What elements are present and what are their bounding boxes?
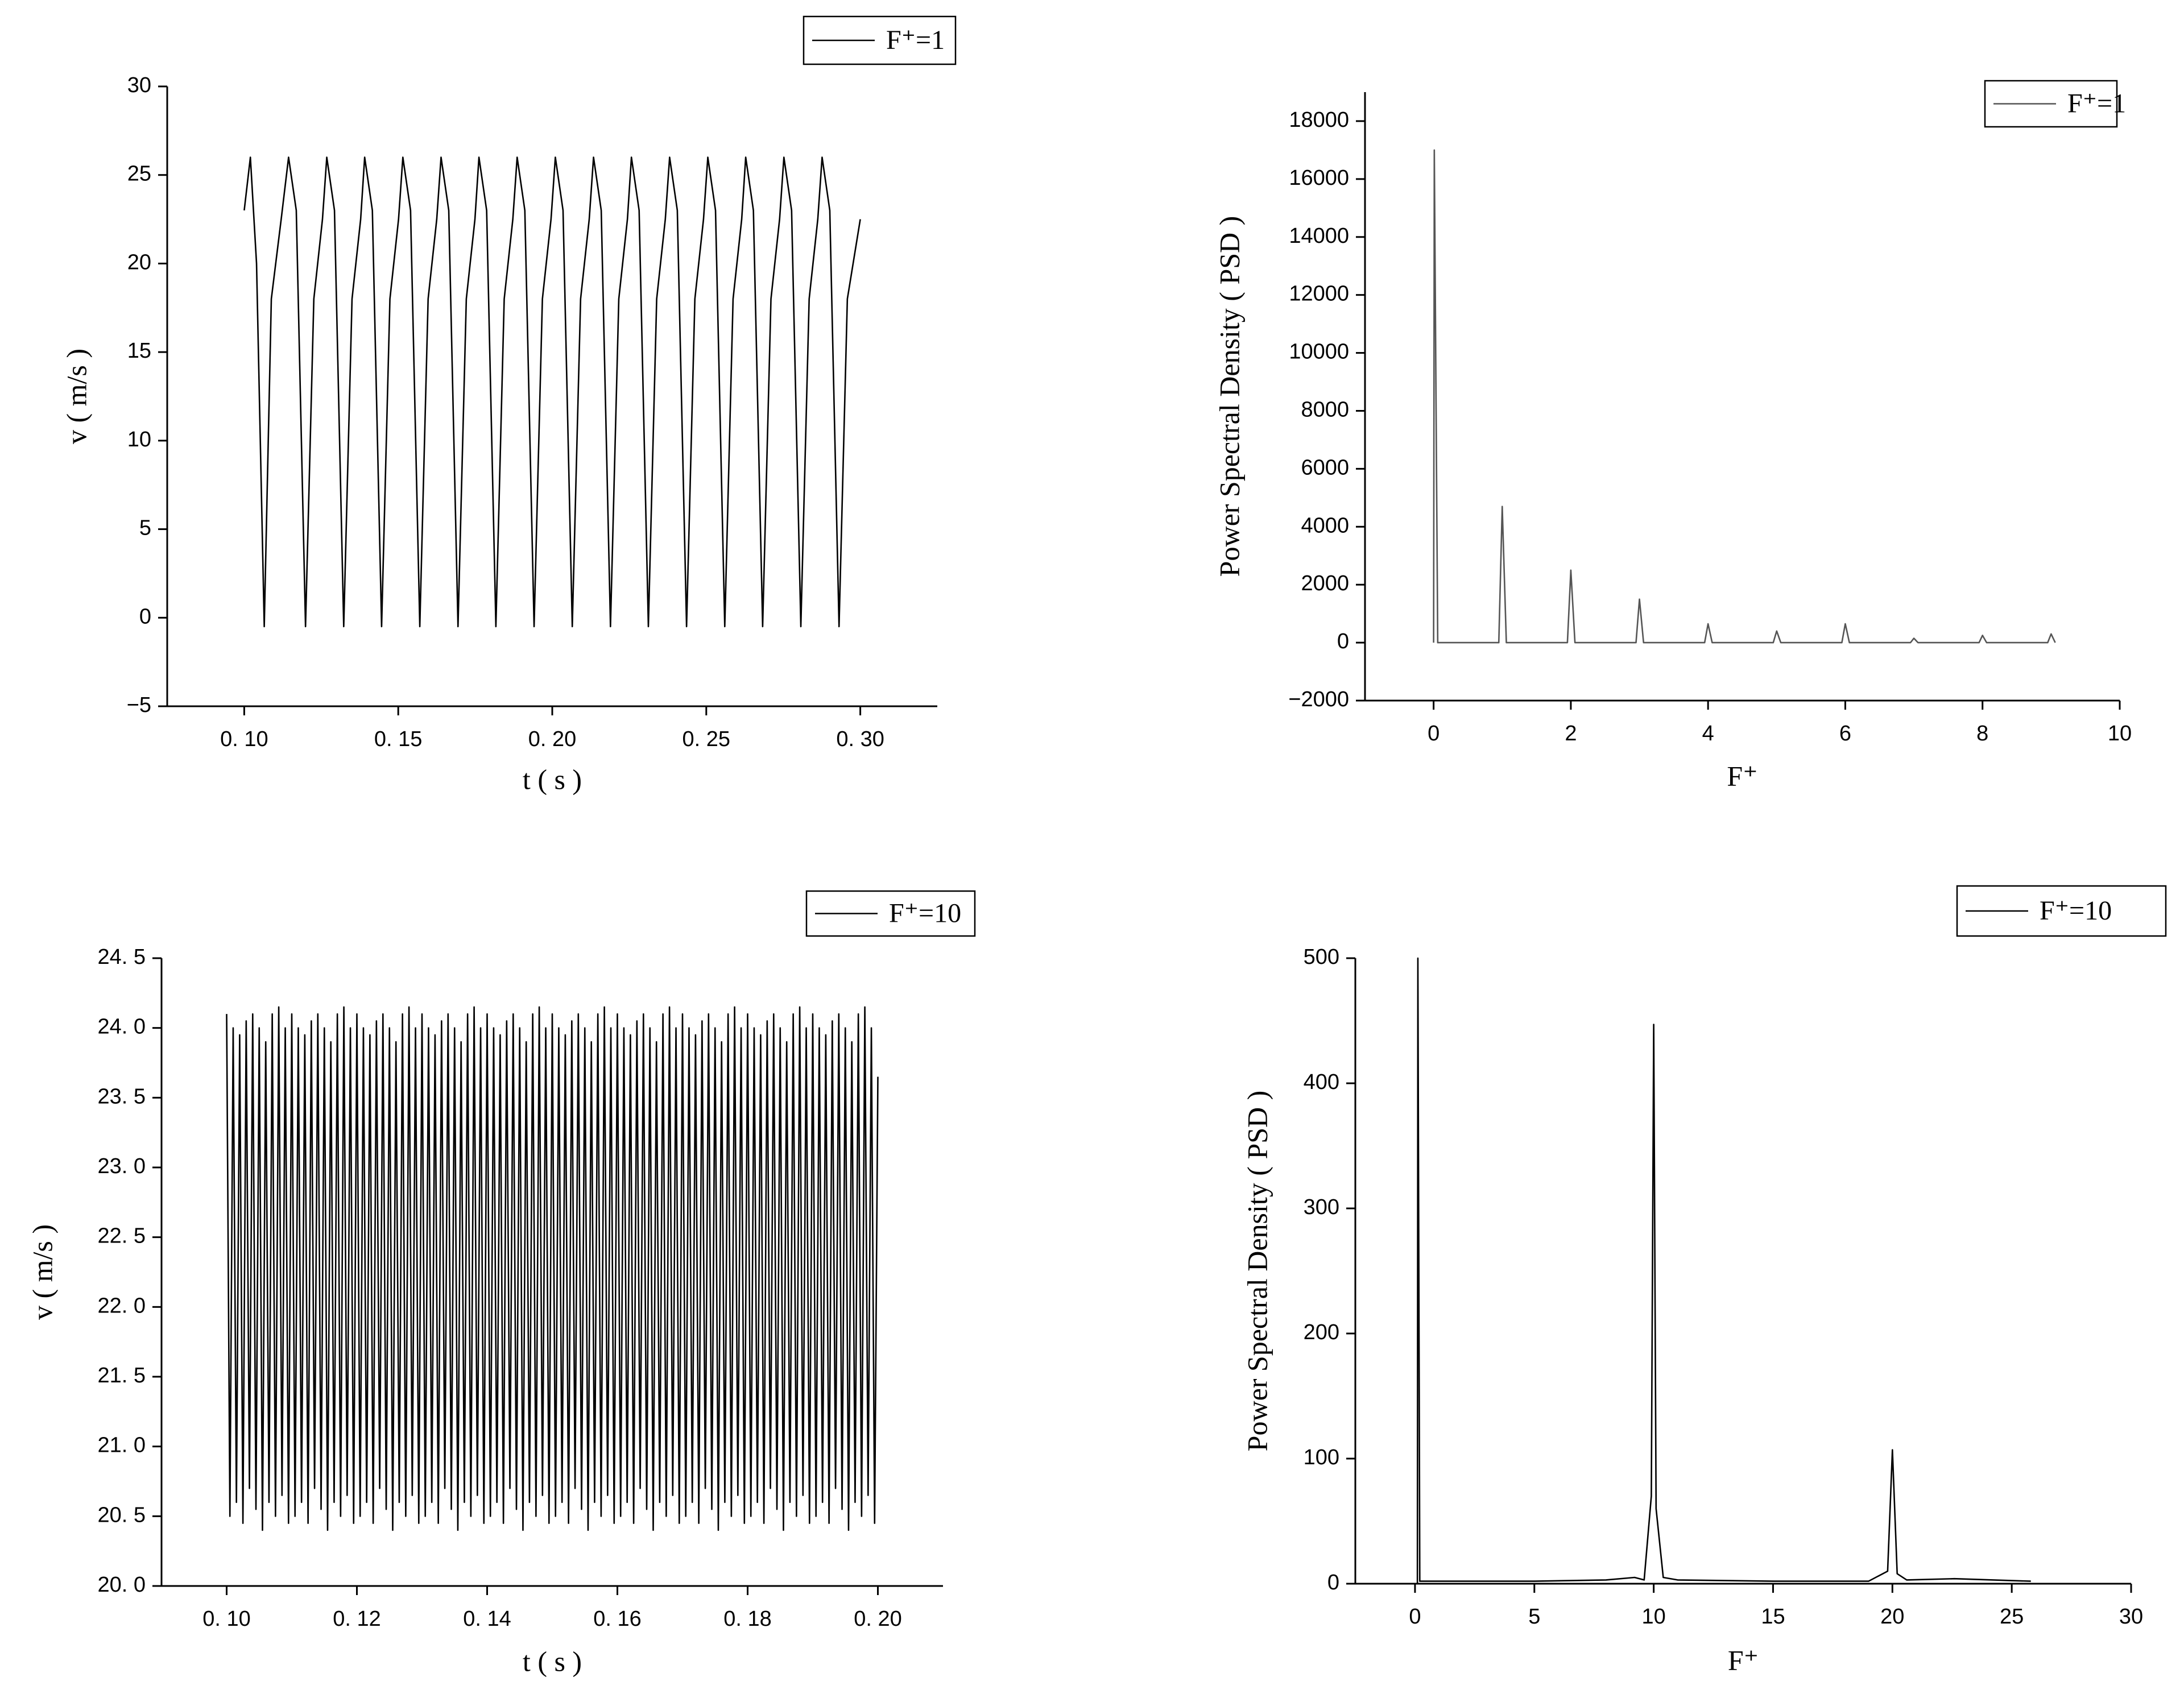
y-tick-label: 15	[127, 339, 151, 363]
legend-label: F⁺=10	[2040, 896, 2112, 926]
data-line	[1416, 957, 2031, 1584]
data-line	[1433, 149, 2056, 644]
y-tick-label: 24. 5	[97, 945, 146, 969]
y-tick-label: 23. 5	[97, 1084, 146, 1108]
y-tick-label: 20. 5	[97, 1503, 146, 1527]
legend-label: F⁺=1	[2067, 89, 2126, 119]
x-tick-label: 10	[2108, 722, 2132, 746]
x-tick-label: 0. 14	[463, 1607, 511, 1631]
y-tick-label: 16000	[1289, 166, 1349, 190]
y-axis-title: v ( m/s )	[26, 1224, 58, 1320]
y-tick-label: 10	[127, 428, 151, 452]
legend-label: F⁺=1	[886, 25, 945, 55]
x-tick-label: 0. 10	[220, 727, 268, 751]
y-tick-label: 22. 5	[97, 1224, 146, 1248]
x-tick-label: 0. 20	[854, 1607, 902, 1631]
x-tick-label: 10	[1641, 1605, 1665, 1629]
y-axis-title: Power Spectral Density ( PSD )	[1241, 1091, 1273, 1452]
x-axis-title: F⁺	[1728, 1644, 1759, 1676]
x-tick-label: 0	[1409, 1605, 1421, 1629]
y-tick-label: 30	[127, 73, 151, 97]
y-tick-label: 12000	[1289, 282, 1349, 306]
y-tick-label: 4000	[1301, 513, 1349, 537]
x-tick-label: 25	[2000, 1605, 2024, 1629]
y-tick-label: 14000	[1289, 224, 1349, 248]
y-tick-label: 8000	[1301, 398, 1349, 422]
x-tick-label: 0. 25	[682, 727, 731, 751]
x-tick-label: 0. 20	[528, 727, 577, 751]
legend-label: F⁺=10	[889, 898, 961, 929]
x-tick-label: 2	[1565, 722, 1577, 746]
y-axis-title: Power Spectral Density ( PSD )	[1213, 216, 1245, 577]
x-tick-label: 5	[1528, 1605, 1540, 1629]
y-tick-label: 25	[127, 162, 151, 186]
x-tick-label: 0. 30	[836, 727, 884, 751]
y-tick-label: 6000	[1301, 455, 1349, 479]
y-tick-label: 10000	[1289, 340, 1349, 364]
x-tick-label: 0. 18	[723, 1607, 772, 1631]
y-tick-label: −2000	[1288, 688, 1349, 711]
x-axis-title: t ( s )	[523, 1645, 582, 1677]
y-tick-label: 20	[127, 250, 151, 274]
y-tick-label: 100	[1304, 1446, 1339, 1469]
y-tick-label: 200	[1304, 1320, 1339, 1344]
x-axis-title: F⁺	[1727, 760, 1757, 792]
y-tick-label: 21. 0	[97, 1434, 146, 1457]
y-tick-label: 22. 0	[97, 1294, 146, 1318]
y-tick-label: 5	[139, 516, 151, 540]
x-tick-label: 30	[2119, 1605, 2143, 1629]
x-tick-label: 8	[1976, 722, 1988, 746]
y-tick-label: 18000	[1289, 108, 1349, 132]
data-line	[243, 156, 861, 628]
y-tick-label: 400	[1304, 1070, 1339, 1094]
x-tick-label: 0. 12	[333, 1607, 381, 1631]
x-tick-label: 0. 15	[374, 727, 423, 751]
y-tick-label: 0	[139, 604, 151, 628]
y-tick-label: 300	[1304, 1195, 1339, 1219]
y-tick-label: 0	[1327, 1571, 1339, 1595]
x-tick-label: 15	[1761, 1605, 1785, 1629]
x-tick-label: 6	[1839, 722, 1851, 746]
x-tick-label: 4	[1702, 722, 1714, 746]
y-tick-label: 23. 0	[97, 1154, 146, 1178]
y-tick-label: 24. 0	[97, 1015, 146, 1039]
x-tick-label: 0	[1428, 722, 1440, 746]
y-tick-label: 2000	[1301, 571, 1349, 595]
x-tick-label: 0. 10	[202, 1607, 251, 1631]
y-tick-label: 21. 5	[97, 1364, 146, 1388]
x-tick-label: 0. 16	[593, 1607, 642, 1631]
y-tick-label: 0	[1337, 629, 1349, 653]
y-tick-label: −5	[127, 693, 151, 717]
x-axis-title: t ( s )	[523, 763, 582, 795]
y-axis-title: v ( m/s )	[60, 349, 92, 444]
y-tick-label: 500	[1304, 945, 1339, 969]
data-line	[226, 1006, 879, 1531]
y-tick-label: 20. 0	[97, 1573, 146, 1597]
x-tick-label: 20	[1880, 1605, 1904, 1629]
